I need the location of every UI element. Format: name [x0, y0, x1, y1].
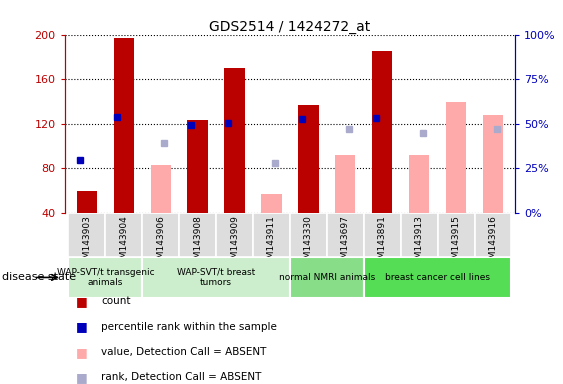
Bar [225, 68, 245, 213]
Text: GSM143916: GSM143916 [489, 215, 498, 270]
Text: disease state: disease state [2, 272, 76, 283]
Text: GSM143909: GSM143909 [230, 215, 239, 270]
Text: ■: ■ [76, 371, 88, 384]
Bar [261, 194, 282, 213]
FancyBboxPatch shape [364, 213, 401, 257]
Bar [150, 165, 171, 213]
FancyBboxPatch shape [69, 213, 105, 257]
Bar [114, 38, 134, 213]
Text: GSM143697: GSM143697 [341, 215, 350, 270]
FancyBboxPatch shape [216, 213, 253, 257]
FancyBboxPatch shape [475, 213, 511, 257]
Bar [446, 101, 466, 213]
Text: WAP-SVT/t breast
tumors: WAP-SVT/t breast tumors [177, 268, 255, 287]
FancyBboxPatch shape [290, 257, 364, 298]
Text: ■: ■ [76, 295, 88, 308]
Bar [298, 105, 319, 213]
FancyBboxPatch shape [179, 213, 216, 257]
Text: count: count [101, 296, 131, 306]
Bar [335, 155, 355, 213]
FancyBboxPatch shape [142, 213, 179, 257]
FancyBboxPatch shape [69, 257, 142, 298]
Text: normal NMRI animals: normal NMRI animals [279, 273, 375, 282]
Bar [409, 155, 430, 213]
Text: GSM143915: GSM143915 [452, 215, 461, 270]
FancyBboxPatch shape [253, 213, 290, 257]
Text: GSM143330: GSM143330 [304, 215, 313, 270]
Text: GSM143891: GSM143891 [378, 215, 387, 270]
Title: GDS2514 / 1424272_at: GDS2514 / 1424272_at [209, 20, 370, 33]
FancyBboxPatch shape [105, 213, 142, 257]
FancyBboxPatch shape [142, 257, 290, 298]
Bar [483, 115, 503, 213]
Text: GSM143906: GSM143906 [156, 215, 165, 270]
Text: percentile rank within the sample: percentile rank within the sample [101, 322, 277, 332]
Text: ■: ■ [76, 346, 88, 359]
Text: GSM143908: GSM143908 [193, 215, 202, 270]
Text: value, Detection Call = ABSENT: value, Detection Call = ABSENT [101, 347, 267, 357]
Bar [372, 51, 392, 213]
Text: GSM143913: GSM143913 [415, 215, 424, 270]
FancyBboxPatch shape [401, 213, 437, 257]
Text: GSM143903: GSM143903 [82, 215, 91, 270]
Bar [187, 121, 208, 213]
FancyBboxPatch shape [290, 213, 327, 257]
Text: GSM143911: GSM143911 [267, 215, 276, 270]
FancyBboxPatch shape [437, 213, 475, 257]
FancyBboxPatch shape [364, 257, 511, 298]
Text: GSM143904: GSM143904 [119, 215, 128, 270]
Text: WAP-SVT/t transgenic
animals: WAP-SVT/t transgenic animals [56, 268, 154, 287]
Text: ■: ■ [76, 320, 88, 333]
Bar [77, 191, 97, 213]
FancyBboxPatch shape [327, 213, 364, 257]
Text: breast cancer cell lines: breast cancer cell lines [385, 273, 490, 282]
Text: rank, Detection Call = ABSENT: rank, Detection Call = ABSENT [101, 372, 262, 382]
